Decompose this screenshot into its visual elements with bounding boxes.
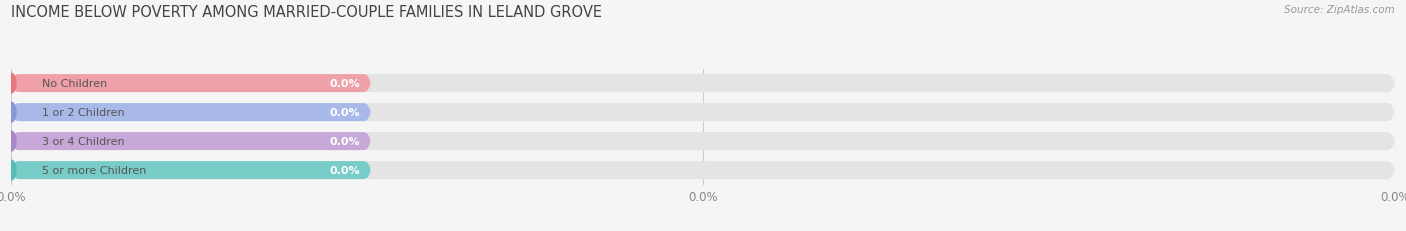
Text: 0.0%: 0.0% (329, 79, 360, 89)
Text: No Children: No Children (42, 79, 107, 89)
FancyBboxPatch shape (11, 104, 1395, 122)
FancyBboxPatch shape (11, 75, 1395, 93)
Text: Source: ZipAtlas.com: Source: ZipAtlas.com (1284, 5, 1395, 15)
FancyBboxPatch shape (11, 133, 1395, 150)
Circle shape (7, 132, 15, 151)
Text: 1 or 2 Children: 1 or 2 Children (42, 108, 124, 118)
Text: 0.0%: 0.0% (329, 165, 360, 175)
Text: 0.0%: 0.0% (329, 108, 360, 118)
FancyBboxPatch shape (11, 75, 371, 93)
Text: INCOME BELOW POVERTY AMONG MARRIED-COUPLE FAMILIES IN LELAND GROVE: INCOME BELOW POVERTY AMONG MARRIED-COUPL… (11, 5, 602, 20)
FancyBboxPatch shape (11, 133, 371, 150)
Text: 5 or more Children: 5 or more Children (42, 165, 146, 175)
FancyBboxPatch shape (11, 161, 371, 179)
Circle shape (7, 74, 15, 94)
FancyBboxPatch shape (11, 104, 371, 122)
Text: 3 or 4 Children: 3 or 4 Children (42, 137, 124, 146)
Circle shape (7, 161, 15, 180)
Text: 0.0%: 0.0% (329, 137, 360, 146)
Circle shape (7, 103, 15, 122)
FancyBboxPatch shape (11, 161, 1395, 179)
